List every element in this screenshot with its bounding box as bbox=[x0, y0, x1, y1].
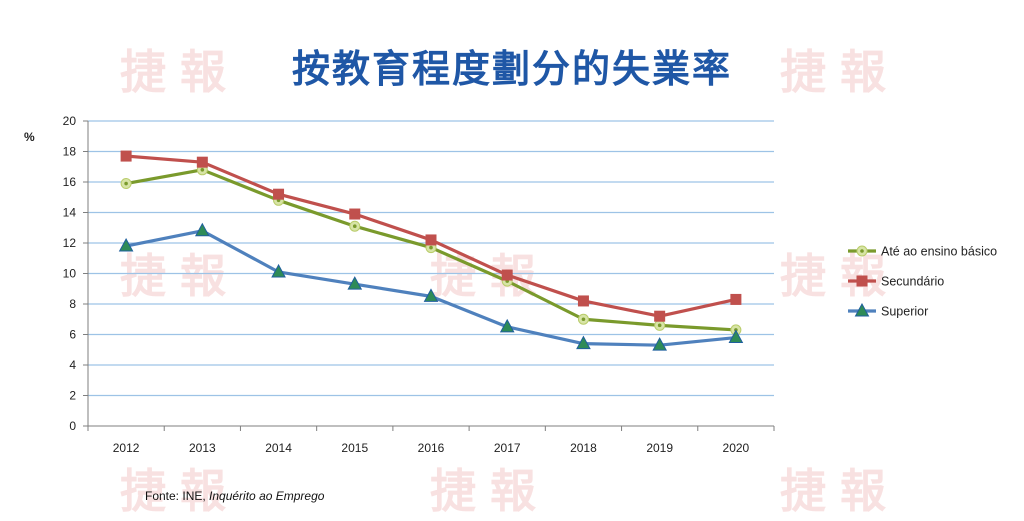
watermark: 捷報 bbox=[430, 464, 550, 518]
data-point bbox=[423, 288, 439, 302]
legend-label: Até ao ensino básico bbox=[881, 245, 997, 259]
watermark: 捷報 bbox=[780, 464, 900, 518]
data-point bbox=[652, 337, 668, 351]
data-point bbox=[120, 150, 132, 162]
x-tick-label: 2017 bbox=[494, 441, 521, 455]
data-point bbox=[576, 335, 591, 350]
x-tick-label: 2020 bbox=[723, 441, 750, 455]
data-point-center bbox=[657, 323, 662, 328]
legend-item: Até ao ensino básico bbox=[848, 245, 997, 259]
series-lines bbox=[118, 150, 744, 351]
data-point-center bbox=[860, 249, 864, 253]
data-point bbox=[196, 156, 208, 168]
y-tick-label: 6 bbox=[69, 328, 76, 342]
y-axis-label: % bbox=[24, 130, 35, 144]
data-point bbox=[577, 295, 589, 307]
y-tick-label: 16 bbox=[63, 175, 77, 189]
data-point bbox=[194, 222, 210, 237]
data-point bbox=[501, 269, 513, 281]
y-tick-label: 4 bbox=[69, 358, 76, 372]
data-point bbox=[118, 238, 134, 252]
legend-item: Secundário bbox=[848, 275, 944, 289]
legend-label: Secundário bbox=[881, 275, 944, 289]
y-tick-label: 10 bbox=[63, 267, 77, 281]
series-circle bbox=[120, 164, 742, 336]
y-tick-label: 12 bbox=[63, 236, 77, 250]
y-tick-label: 14 bbox=[63, 206, 77, 220]
data-point bbox=[730, 293, 742, 305]
source-title: Inquérito ao Emprego bbox=[209, 489, 325, 503]
data-point bbox=[425, 234, 437, 246]
data-point bbox=[349, 208, 361, 220]
axes bbox=[83, 120, 775, 431]
data-point-center bbox=[124, 181, 128, 186]
source-note: Fonte: INE, Inquérito ao Emprego bbox=[145, 489, 324, 503]
watermark: 捷報 bbox=[120, 249, 240, 303]
x-tick-label: 2016 bbox=[418, 441, 445, 455]
y-tick-label: 8 bbox=[69, 297, 76, 311]
y-tick-label: 20 bbox=[63, 114, 77, 128]
data-point bbox=[347, 276, 363, 290]
y-tick-label: 2 bbox=[69, 389, 76, 403]
legend: Até ao ensino básico Secundário Superior bbox=[848, 245, 997, 319]
x-tick-label: 2015 bbox=[341, 441, 368, 455]
data-point-center bbox=[429, 245, 433, 250]
data-point bbox=[856, 275, 868, 287]
data-point bbox=[654, 310, 666, 322]
data-point bbox=[271, 263, 286, 278]
legend-item: Superior bbox=[848, 302, 928, 319]
watermark: 捷報 bbox=[430, 249, 550, 303]
watermark: 捷報 bbox=[780, 249, 900, 303]
data-point-center bbox=[200, 168, 205, 172]
y-tick-label: 18 bbox=[63, 145, 77, 159]
data-point-center bbox=[581, 317, 586, 322]
watermark: 捷報 bbox=[120, 464, 240, 518]
x-tick-label: 2013 bbox=[189, 441, 216, 455]
watermark: 捷報 bbox=[120, 45, 240, 99]
series-square bbox=[120, 150, 742, 322]
x-tick-label: 2014 bbox=[265, 441, 292, 455]
y-tick-label: 0 bbox=[69, 419, 76, 433]
source-prefix: Fonte: INE, bbox=[145, 489, 210, 503]
chart-title: 按教育程度劃分的失業率 bbox=[291, 47, 732, 91]
data-point bbox=[499, 318, 515, 333]
data-point-center bbox=[352, 224, 357, 229]
x-tick-label: 2019 bbox=[646, 441, 673, 455]
watermark: 捷報 bbox=[780, 45, 900, 99]
series-triangle bbox=[118, 222, 744, 351]
x-tick-labels: 2012 2013 2014 2015 2016 2017 2018 2019 2020 bbox=[113, 441, 750, 455]
y-tick-labels: 0 2 4 6 8 10 12 14 16 18 20 bbox=[63, 114, 77, 433]
legend-label: Superior bbox=[881, 305, 928, 319]
x-tick-label: 2012 bbox=[113, 441, 140, 455]
x-tick-label: 2018 bbox=[570, 441, 597, 455]
data-point bbox=[273, 188, 285, 200]
data-point bbox=[728, 329, 744, 344]
data-point bbox=[854, 302, 870, 317]
